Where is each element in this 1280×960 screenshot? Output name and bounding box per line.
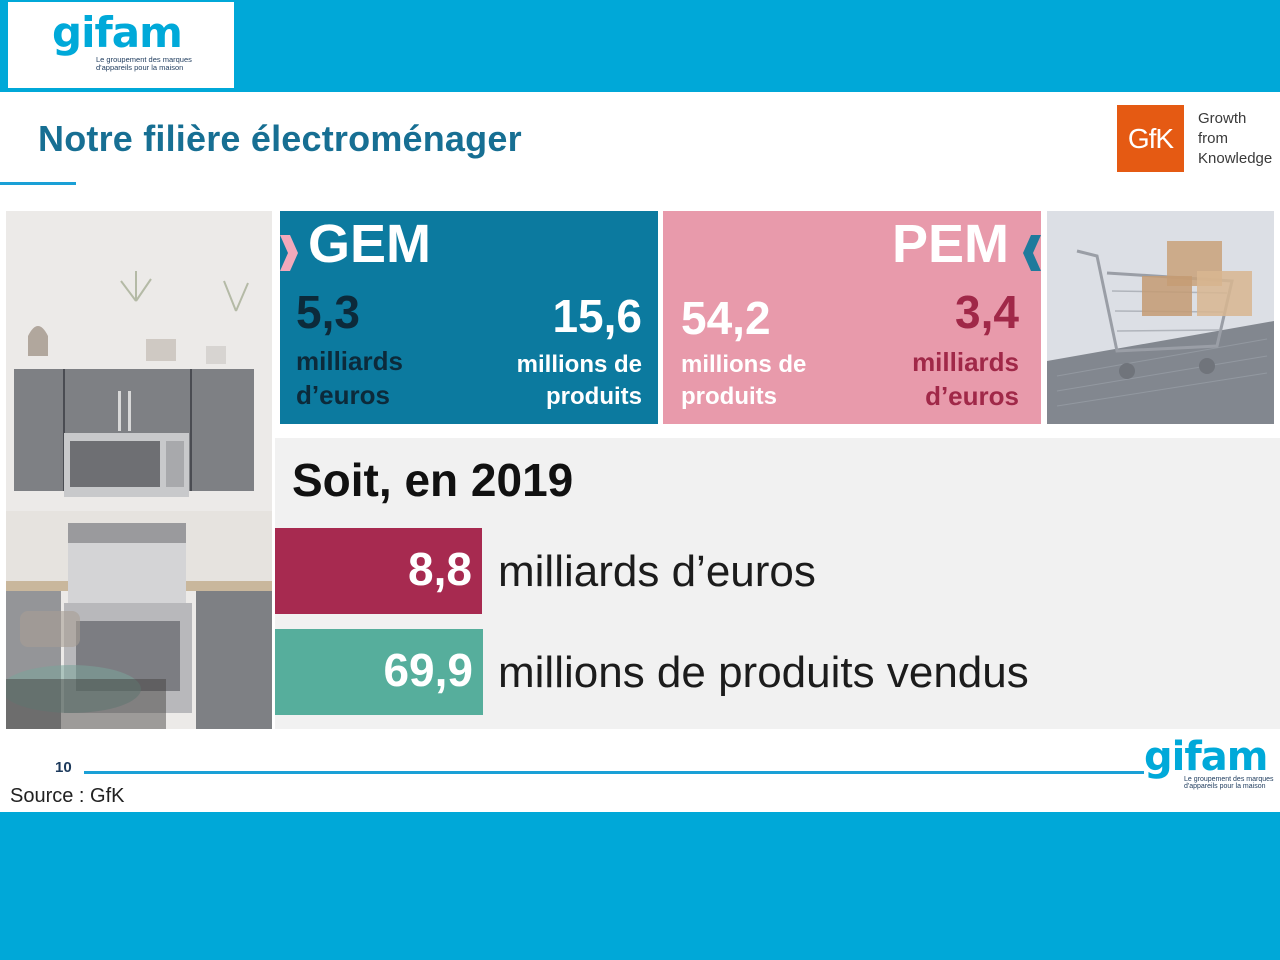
source-note: Source : GfK xyxy=(10,785,125,807)
pem-unit-left: millions de produits xyxy=(681,349,806,413)
gem-arrow-icon xyxy=(280,235,298,271)
gem-unit-right: millions de produits xyxy=(517,349,642,413)
summary-label-euros: milliards d’euros xyxy=(498,547,816,596)
gem-heading: GEM xyxy=(308,214,432,274)
gfk-slogan-line2: from xyxy=(1198,130,1228,147)
logo-tagline-bottom-line2: d'appareils pour la maison xyxy=(1184,783,1266,791)
gem-value-left: 5,3 xyxy=(296,286,360,338)
pem-value-left: 54,2 xyxy=(681,292,771,344)
kitchen-photo xyxy=(6,211,272,729)
summary-label-products: millions de produits vendus xyxy=(498,648,1029,697)
page-number: 10 xyxy=(55,759,72,776)
summary-value-bar-products: 69,9 xyxy=(275,629,483,715)
shopping-cart-illustration xyxy=(1047,211,1274,424)
logo-tagline-line1: Le groupement des marques xyxy=(96,55,192,64)
footer-divider xyxy=(84,771,1144,774)
logo-word-bottom: gifam xyxy=(1144,734,1268,780)
gfk-slogan: Growth from Knowledge xyxy=(1198,109,1272,169)
kitchen-illustration xyxy=(6,211,272,729)
gifam-logo-bottom: gifam Le groupement des marques d'appare… xyxy=(1144,734,1274,798)
pem-unit-right-line1: milliards xyxy=(912,347,1019,377)
summary-value-euros: 8,8 xyxy=(408,543,472,595)
logo-tagline-bottom-line1: Le groupement des marques xyxy=(1184,776,1274,783)
pem-heading: PEM xyxy=(891,214,1009,274)
gem-unit-left-line1: milliards xyxy=(296,346,403,376)
title-underline xyxy=(0,182,76,185)
gem-panel: GEM 5,3 milliards d’euros 15,6 millions … xyxy=(280,211,658,424)
gfk-logo-icon: GfK xyxy=(1117,105,1184,172)
gem-unit-left: milliards d’euros xyxy=(296,344,403,412)
pem-unit-right: milliards d’euros xyxy=(912,345,1019,413)
shopping-cart-photo xyxy=(1047,211,1274,424)
pem-unit-left-line1: millions de xyxy=(681,351,807,378)
gem-value-right: 15,6 xyxy=(552,290,642,342)
pem-unit-left-line2: produits xyxy=(681,383,777,410)
gifam-logo-top: gifam Le groupement des marques d'appare… xyxy=(8,2,234,88)
gfk-slogan-line1: Growth xyxy=(1198,110,1247,127)
pem-value-right: 3,4 xyxy=(955,286,1019,338)
logo-tagline: Le groupement des marques d'appareils po… xyxy=(96,56,192,72)
logo-tagline-bottom: Le groupement des marques d'appareils po… xyxy=(1184,776,1274,791)
summary-value-products: 69,9 xyxy=(383,644,473,696)
logo-tagline-line2: d'appareils pour la maison xyxy=(96,62,184,72)
pem-arrow-icon xyxy=(1023,235,1041,271)
summary-value-bar-euros: 8,8 xyxy=(275,528,482,614)
gem-unit-right-line1: millions de xyxy=(516,351,642,378)
gem-unit-right-line2: produits xyxy=(546,383,642,410)
pem-unit-right-line2: d’euros xyxy=(925,381,1019,411)
gfk-slogan-line3: Knowledge xyxy=(1198,150,1273,167)
logo-word: gifam xyxy=(52,8,183,57)
gem-unit-left-line2: d’euros xyxy=(296,380,390,410)
page-title: Notre filière électroménager xyxy=(38,118,522,159)
pem-panel: PEM 54,2 millions de produits 3,4 millia… xyxy=(663,211,1041,424)
summary-heading: Soit, en 2019 xyxy=(292,454,574,506)
